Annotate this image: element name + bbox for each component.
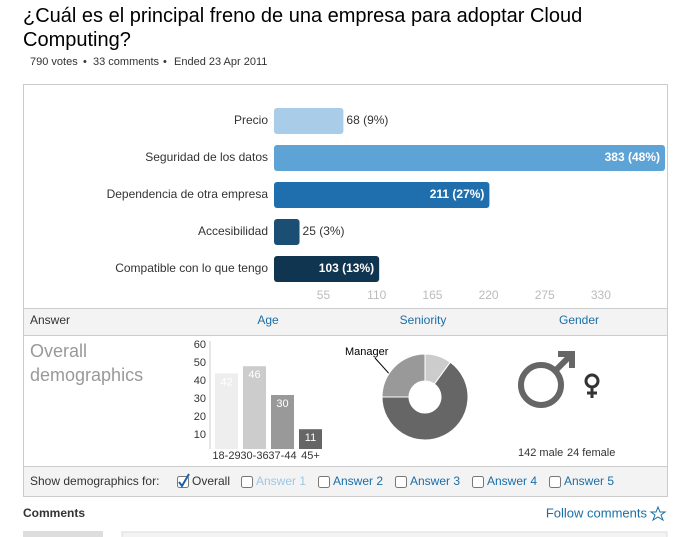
y-tick-label: 40 xyxy=(194,375,206,387)
bar-value: 383 (48%) xyxy=(605,150,660,164)
meta: 790 votes xyxy=(30,56,78,68)
x-tick-label: 165 xyxy=(422,288,442,302)
filter-option[interactable]: Answer 3 xyxy=(410,474,460,488)
age-bar xyxy=(243,366,266,449)
answer-label: Precio xyxy=(234,113,268,127)
age-bar xyxy=(299,429,322,449)
bar-value: 103 (13%) xyxy=(319,261,374,275)
donut-segment xyxy=(381,361,469,441)
bar xyxy=(274,145,665,171)
x-tick-label: 275 xyxy=(535,288,555,302)
age-value: 11 xyxy=(305,432,316,444)
separator: • xyxy=(83,56,87,68)
y-tick-label: 20 xyxy=(194,411,206,423)
age-label: 30-36 xyxy=(240,450,268,462)
filter-option[interactable]: Overall xyxy=(192,474,230,488)
meta: 33 comments xyxy=(93,56,160,68)
male-icon xyxy=(518,351,575,408)
female-icon xyxy=(584,373,600,398)
answer-label: Dependencia de otra empresa xyxy=(107,187,269,201)
demographics-heading: Overall demographics xyxy=(30,341,143,385)
poll-box xyxy=(23,84,668,497)
tab: Answer xyxy=(30,313,70,327)
filter-option[interactable]: Answer 2 xyxy=(333,474,383,488)
poll-title: ¿Cuál es el principal freno de una empre… xyxy=(23,5,583,51)
bar xyxy=(274,108,344,134)
x-tick-label: 330 xyxy=(591,288,611,302)
bar-value: 68 (9%) xyxy=(346,113,388,127)
age-bar xyxy=(215,373,238,449)
bar xyxy=(274,256,380,282)
y-tick-label: 30 xyxy=(194,393,206,405)
tab[interactable]: Age xyxy=(257,313,279,327)
donut-segment xyxy=(381,353,426,398)
age-label: 18-29 xyxy=(212,450,240,462)
x-tick-label: 55 xyxy=(317,288,331,302)
checkbox[interactable] xyxy=(395,476,407,488)
answer-label: Compatible con lo que tengo xyxy=(115,261,268,275)
bar-value: 25 (3%) xyxy=(303,224,345,238)
gender-count: 24 female xyxy=(567,447,615,459)
checkmark xyxy=(178,473,190,488)
filter-option[interactable]: Answer 4 xyxy=(487,474,537,488)
x-tick-label: 110 xyxy=(367,288,386,302)
checkbox[interactable] xyxy=(549,476,561,488)
bar xyxy=(274,219,300,245)
y-tick-label: 60 xyxy=(194,339,206,351)
filter-label: Show demographics for: xyxy=(30,474,159,488)
checkbox[interactable] xyxy=(318,476,330,488)
age-label: 45+ xyxy=(301,450,320,462)
donut-label: Manager xyxy=(345,346,389,358)
age-value: 46 xyxy=(248,369,260,381)
age-bar xyxy=(271,395,294,449)
y-tick-label: 10 xyxy=(194,429,206,441)
bar xyxy=(274,182,490,208)
age-value: 42 xyxy=(220,376,232,388)
x-tick-label: 220 xyxy=(479,288,499,302)
meta: Ended 23 Apr 2011 xyxy=(174,56,267,68)
answer-label: Seguridad de los datos xyxy=(145,150,268,164)
avatar xyxy=(23,531,103,537)
checkbox[interactable] xyxy=(472,476,484,488)
filter-option[interactable]: Answer 5 xyxy=(564,474,614,488)
tab[interactable]: Gender xyxy=(559,313,599,327)
age-value: 30 xyxy=(276,398,288,410)
comment-box xyxy=(121,531,668,537)
separator: • xyxy=(163,56,167,68)
star-icon[interactable] xyxy=(649,505,667,522)
age-label: 37-44 xyxy=(268,450,296,462)
filter-option: Answer 1 xyxy=(256,474,306,488)
follow-link[interactable]: Follow comments xyxy=(546,505,648,520)
tab[interactable]: Seniority xyxy=(400,313,447,327)
answer-label: Accesibilidad xyxy=(198,224,268,238)
y-tick-label: 50 xyxy=(194,357,206,369)
checkbox xyxy=(241,476,253,488)
tab-row xyxy=(24,308,667,335)
bar-value: 211 (27%) xyxy=(430,187,485,201)
comments-heading: Comments xyxy=(23,506,85,520)
gender-count: 142 male xyxy=(518,447,563,459)
